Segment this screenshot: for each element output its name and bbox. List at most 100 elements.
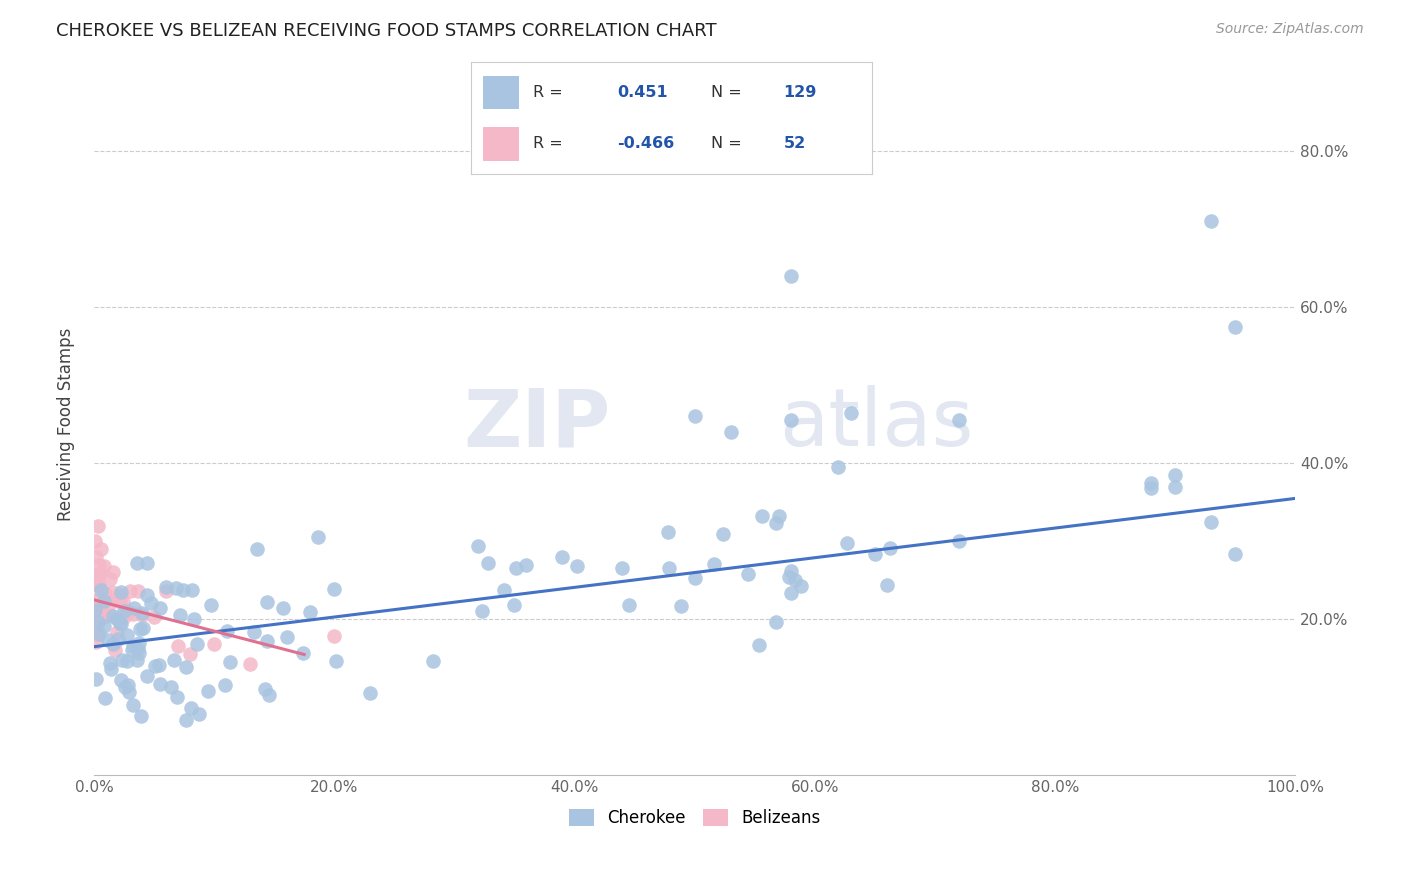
Point	[87, 558, 110, 572]
Point	[110, 616, 132, 631]
Point	[110, 585, 132, 599]
Point	[84, 593, 107, 607]
Text: ZIP: ZIP	[464, 385, 610, 463]
Point	[202, 637, 225, 651]
Point	[307, 530, 329, 544]
Point	[112, 594, 135, 608]
Point	[107, 594, 129, 608]
Point	[174, 713, 197, 727]
Text: N =: N =	[711, 136, 742, 152]
Point	[215, 624, 238, 639]
Point	[93, 593, 115, 607]
Point	[748, 638, 770, 652]
Point	[143, 610, 166, 624]
Point	[93, 609, 115, 624]
Point	[115, 628, 138, 642]
Point	[515, 558, 537, 572]
Point	[879, 541, 901, 555]
Point	[127, 653, 149, 667]
Point	[93, 619, 115, 633]
Point	[505, 561, 527, 575]
Point	[257, 688, 280, 702]
Point	[86, 549, 108, 564]
Point	[127, 584, 149, 599]
Point	[103, 565, 125, 579]
Point	[165, 581, 187, 595]
Point	[84, 672, 107, 686]
Point	[1201, 214, 1223, 228]
Point	[179, 647, 201, 661]
Point	[87, 575, 110, 590]
Point	[84, 605, 107, 619]
Point	[768, 509, 790, 524]
Point	[271, 600, 294, 615]
Point	[84, 534, 107, 549]
Point	[219, 655, 242, 669]
Text: CHEROKEE VS BELIZEAN RECEIVING FOOD STAMPS CORRELATION CHART: CHEROKEE VS BELIZEAN RECEIVING FOOD STAM…	[56, 22, 717, 40]
Point	[100, 662, 122, 676]
Point	[243, 625, 266, 640]
Point	[183, 612, 205, 626]
Point	[89, 566, 111, 580]
Point	[551, 549, 574, 564]
Point	[839, 405, 862, 419]
Point	[141, 595, 163, 609]
Point	[167, 639, 190, 653]
Point	[657, 524, 679, 539]
Point	[131, 608, 153, 623]
Point	[110, 593, 132, 607]
Point	[323, 582, 346, 597]
Point	[155, 584, 177, 599]
Point	[325, 653, 347, 667]
Point	[143, 659, 166, 673]
Point	[105, 612, 128, 626]
Point	[84, 615, 107, 629]
Point	[127, 642, 149, 657]
Point	[90, 542, 112, 557]
Point	[188, 707, 211, 722]
Point	[253, 681, 276, 696]
Point	[97, 633, 120, 648]
Point	[422, 654, 444, 668]
Point	[612, 561, 634, 575]
Point	[127, 556, 149, 570]
Point	[703, 557, 725, 571]
Point	[1225, 547, 1247, 561]
Point	[129, 622, 152, 636]
Point	[197, 684, 219, 698]
Y-axis label: Receiving Food Stamps: Receiving Food Stamps	[58, 327, 75, 521]
Point	[1140, 481, 1163, 495]
Point	[128, 646, 150, 660]
Point	[323, 629, 346, 643]
Point	[292, 646, 315, 660]
Text: 52: 52	[783, 136, 806, 152]
Point	[122, 607, 145, 622]
Point	[93, 585, 115, 599]
Point	[827, 460, 849, 475]
Point	[778, 570, 800, 584]
Point	[180, 583, 202, 598]
Point	[117, 684, 139, 698]
Point	[117, 678, 139, 692]
Point	[136, 669, 159, 683]
Point	[114, 680, 136, 694]
Point	[100, 657, 122, 671]
Point	[98, 597, 121, 611]
Point	[765, 615, 787, 629]
Point	[214, 678, 236, 692]
Text: R =: R =	[533, 136, 562, 152]
Text: -0.466: -0.466	[617, 136, 675, 152]
Point	[87, 615, 110, 629]
Point	[948, 533, 970, 548]
Point	[148, 658, 170, 673]
Point	[239, 657, 262, 671]
Point	[128, 636, 150, 650]
Point	[131, 606, 153, 620]
Text: 0.451: 0.451	[617, 85, 668, 100]
Point	[160, 680, 183, 694]
Point	[502, 598, 524, 612]
Point	[122, 601, 145, 615]
Point	[118, 584, 141, 599]
Point	[149, 600, 172, 615]
Point	[117, 654, 139, 668]
